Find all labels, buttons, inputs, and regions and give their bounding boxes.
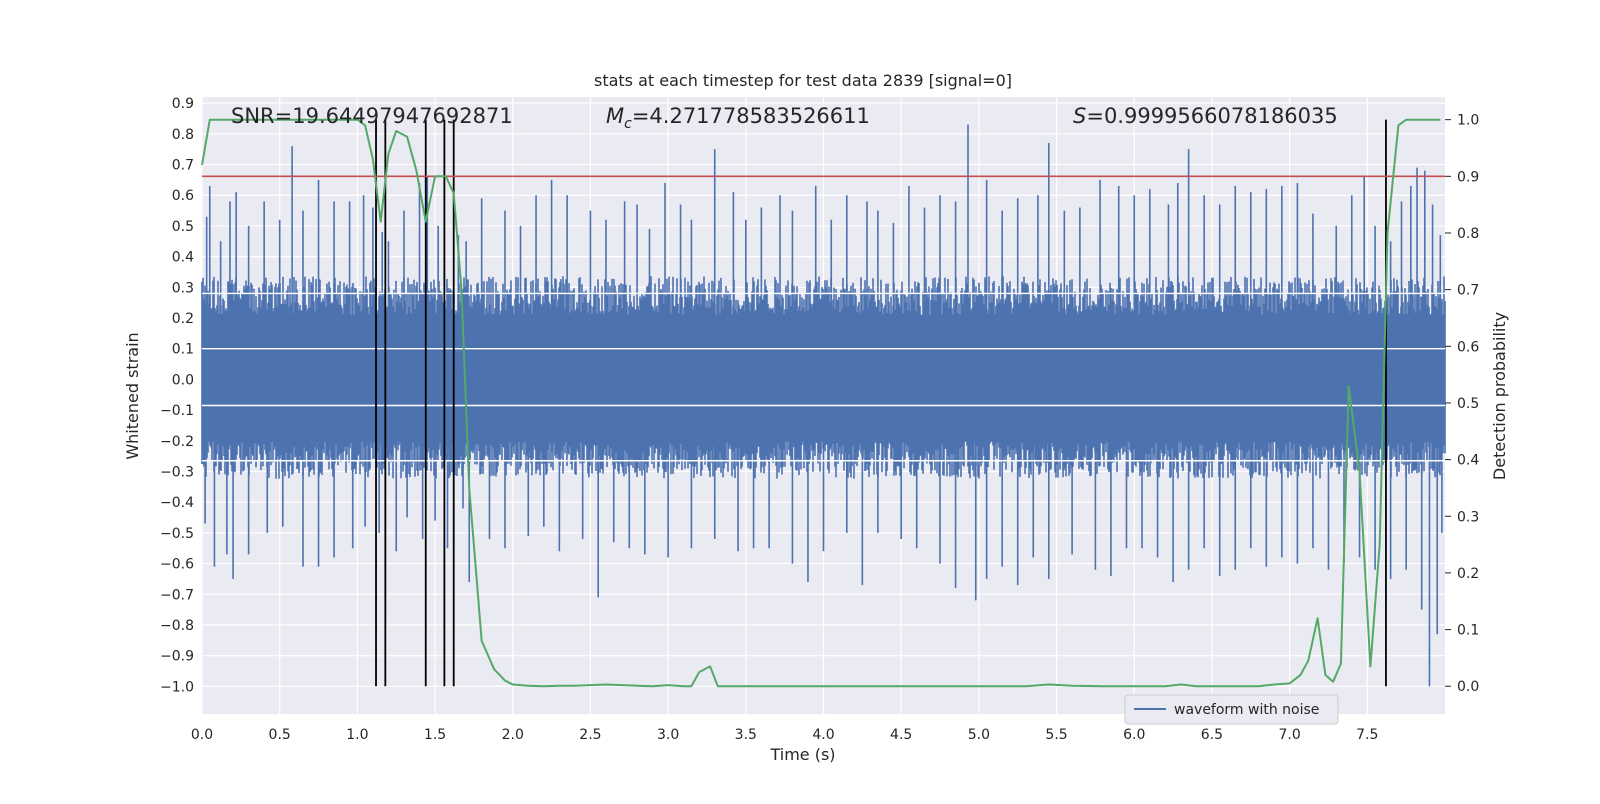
y-tick-label: 0.9 — [172, 96, 194, 112]
y-tick-label: 0.4 — [172, 250, 194, 266]
chirp-mass-subscript: c — [624, 116, 632, 132]
x-tick-label: 2.5 — [579, 727, 601, 743]
y-tick-label: −0.9 — [160, 649, 194, 665]
y-tick-label: −0.5 — [160, 526, 194, 542]
x-tick-label: 6.0 — [1123, 727, 1145, 743]
waveform-series — [201, 124, 1446, 687]
y2-tick-label: 0.5 — [1457, 396, 1479, 412]
legend-box — [1124, 694, 1339, 725]
y2-tick-label: 0.1 — [1457, 623, 1479, 639]
x-tick-label: 7.0 — [1278, 727, 1300, 743]
chart-title: stats at each timestep for test data 283… — [594, 71, 1012, 90]
score-value: =0.9999566078186035 — [1086, 104, 1337, 128]
x-tick-label: 1.0 — [346, 727, 368, 743]
legend-label: waveform with noise — [1174, 702, 1319, 718]
y2-tick-label: 1.0 — [1457, 113, 1479, 129]
y-axis-right-ticks: 1.0 0.9 0.8 0.7 0.6 0.5 0.4 0.3 0.2 0.1 0.0 — [1445, 113, 1479, 695]
y2-tick-label: 0.3 — [1457, 509, 1479, 525]
y-tick-label: 0.8 — [172, 127, 194, 143]
y-tick-label: 0.1 — [172, 342, 194, 358]
y-tick-label: −0.4 — [160, 495, 194, 511]
vertical-markers — [375, 119, 1387, 687]
x-tick-label: 2.0 — [502, 727, 524, 743]
y-tick-label: −0.7 — [160, 587, 194, 603]
y-tick-label: 0.0 — [172, 372, 194, 388]
y2-tick-label: 0.9 — [1457, 169, 1479, 185]
y2-tick-label: 0.2 — [1457, 566, 1479, 582]
y-tick-label: −0.3 — [160, 464, 194, 480]
legend: waveform with noise — [1124, 694, 1339, 725]
x-axis-ticks: 0.0 0.5 1.0 1.5 2.0 2.5 3.0 3.5 4.0 4.5 5.0 5.5 6.0 6… — [191, 727, 1379, 743]
x-tick-label: 7.5 — [1356, 727, 1378, 743]
y-tick-label: −0.1 — [160, 403, 194, 419]
x-tick-label: 5.5 — [1045, 727, 1067, 743]
y2-tick-label: 0.6 — [1457, 339, 1479, 355]
x-tick-label: 0.5 — [269, 727, 291, 743]
chirp-mass-annotation: Mc=4.271778583526611 — [606, 104, 870, 132]
x-tick-label: 1.5 — [424, 727, 446, 743]
x-tick-label: 4.5 — [890, 727, 912, 743]
x-tick-label: 4.0 — [812, 727, 834, 743]
y-tick-label: 0.2 — [172, 311, 194, 327]
chirp-mass-value: =4.271778583526611 — [632, 104, 870, 128]
y2-tick-label: 0.0 — [1457, 679, 1479, 695]
y-tick-label: 0.5 — [172, 219, 194, 235]
x-tick-label: 5.0 — [968, 727, 990, 743]
chirp-mass-symbol: M — [606, 104, 624, 128]
snr-annotation: SNR=19.64497947692871 — [231, 104, 513, 128]
probability-series — [201, 118, 1441, 688]
y2-tick-label: 0.7 — [1457, 283, 1479, 299]
y2-tick-label: 0.8 — [1457, 226, 1479, 242]
y2-tick-label: 0.4 — [1457, 453, 1479, 469]
y-tick-label: 0.7 — [172, 158, 194, 174]
score-annotation: S=0.9999566078186035 — [1073, 104, 1338, 128]
y-tick-label: 0.3 — [172, 280, 194, 296]
y-axis-label: Whitened strain — [123, 332, 142, 459]
score-symbol: S — [1073, 104, 1086, 128]
y-axis-left-ticks: 0.9 0.8 0.7 0.6 0.5 0.4 0.3 0.2 0.1 0.0 −0.1 −0.2 −0… — [160, 96, 194, 695]
probability-line — [201, 118, 1441, 688]
x-tick-label: 3.0 — [657, 727, 679, 743]
y-tick-label: 0.6 — [172, 188, 194, 204]
y-tick-label: −0.2 — [160, 434, 194, 450]
y-axis-right-label: Detection probability — [1490, 312, 1509, 480]
y-tick-label: −0.6 — [160, 557, 194, 573]
x-axis-label: Time (s) — [769, 745, 835, 764]
x-tick-label: 0.0 — [191, 727, 213, 743]
y-tick-label: −1.0 — [160, 679, 194, 695]
x-tick-label: 6.5 — [1201, 727, 1223, 743]
y-tick-label: −0.8 — [160, 618, 194, 634]
x-tick-label: 3.5 — [735, 727, 757, 743]
